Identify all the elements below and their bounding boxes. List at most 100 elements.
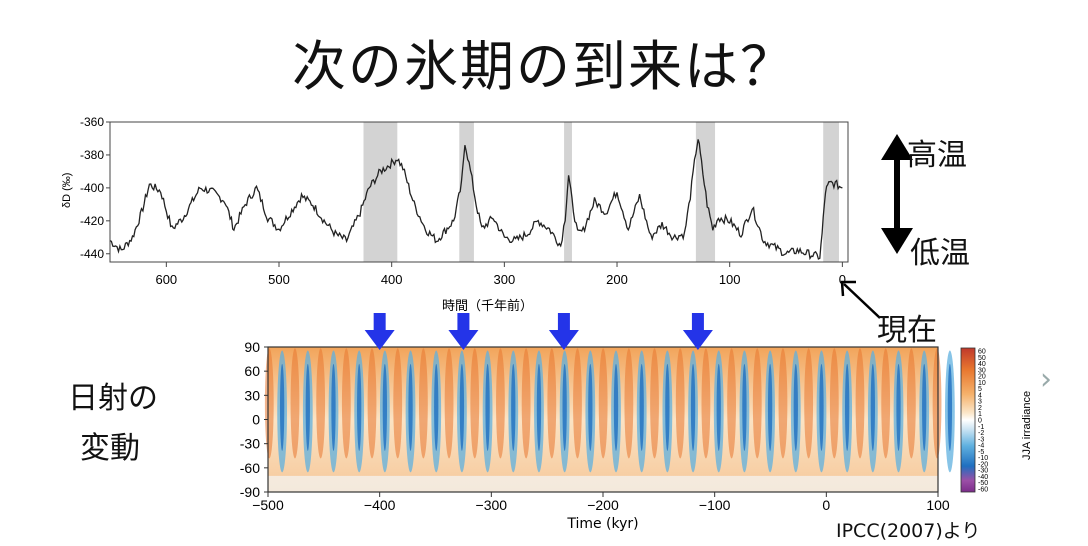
source-credit: IPCC(2007)より <box>836 520 981 542</box>
insolation-label-line2: 変動 <box>80 431 140 466</box>
x-tick-label: 300 <box>493 272 515 287</box>
negative-band-core <box>819 363 824 451</box>
positive-band <box>778 348 788 459</box>
blue-down-arrow-shaft <box>373 313 386 331</box>
colorbar-tick-label: 1 <box>978 411 982 418</box>
interglacial-band-2 <box>564 122 572 262</box>
negative-band-core <box>485 363 490 451</box>
colorbar-tick-label: -20 <box>978 461 988 468</box>
colorbar-tick-label: 4 <box>978 392 982 399</box>
negative-band-core <box>845 363 850 451</box>
positive-band <box>521 348 531 459</box>
interglacial-band-4 <box>823 122 839 262</box>
y-tick-label: -420 <box>80 214 104 228</box>
colorbar <box>960 347 976 493</box>
colorbar-tick-label: -2 <box>978 430 984 437</box>
colorbar-tick-label: -10 <box>978 455 988 462</box>
colorbar-tick-label: -1 <box>978 424 984 431</box>
positive-band <box>367 348 377 459</box>
positive-band <box>829 348 839 459</box>
colorbar-tick-label: 40 <box>978 361 986 368</box>
colorbar-tick-label: -30 <box>978 468 988 475</box>
colorbar-tick-label: 60 <box>978 349 986 356</box>
negative-band-core <box>767 363 773 451</box>
blue-down-arrow-head <box>448 330 479 350</box>
colorbar-tick-label: 0 <box>978 418 982 425</box>
delta-d-x-axis: 600 500 400 300 200 100 0 <box>155 262 846 287</box>
colorbar-tick-label: 3 <box>978 399 982 406</box>
blue-down-arrow-shaft <box>691 313 704 331</box>
positive-band <box>341 348 351 459</box>
positive-band <box>855 348 865 459</box>
negative-band-core <box>665 363 670 451</box>
positive-band <box>906 348 916 459</box>
colorbar-tick-label: -3 <box>978 436 984 443</box>
negative-band-core <box>459 363 465 451</box>
positive-band <box>547 348 557 459</box>
positive-band <box>418 348 428 459</box>
heatmap-arrows <box>364 313 713 350</box>
colorbar-tick-label: -5 <box>978 449 984 456</box>
x-tick-label: −100 <box>699 497 731 513</box>
negative-band-core <box>639 363 644 451</box>
negative-band-core <box>562 363 567 451</box>
x-tick-label: 0 <box>822 497 830 513</box>
heatmap-bands <box>264 348 955 492</box>
negative-band-core <box>588 363 593 451</box>
positive-band <box>804 348 814 459</box>
heatmap-x-axis-label: Time (kyr) <box>566 516 638 532</box>
x-tick-label: −300 <box>476 497 508 513</box>
blue-down-arrow-head <box>364 330 395 350</box>
x-tick-label: 500 <box>268 272 290 287</box>
positive-band <box>573 348 582 459</box>
positive-band <box>264 348 274 459</box>
negative-band-core <box>690 363 696 451</box>
x-tick-label: 100 <box>926 497 950 513</box>
colorbar-tick-label: -60 <box>978 486 988 493</box>
positive-band <box>393 348 403 459</box>
colorbar-tick-label: 10 <box>978 380 986 387</box>
negative-band-core <box>870 363 875 451</box>
interglacial-band-0 <box>363 122 398 262</box>
negative-band-core <box>613 363 619 451</box>
delta-d-x-axis-label: 時間（千年前） <box>442 298 533 314</box>
x-tick-label: −500 <box>252 497 284 513</box>
blue-down-arrow-shaft <box>457 313 470 331</box>
positive-band <box>932 348 942 459</box>
positive-band <box>624 348 634 459</box>
blue-down-arrow-head <box>682 330 713 350</box>
delta-d-series-line <box>109 139 843 261</box>
colorbar-tick-label: -50 <box>978 480 988 487</box>
positive-band <box>496 348 505 459</box>
colorbar-ticks: 605040302010543210-1-2-3-4-5-10-20-30-40… <box>978 349 988 494</box>
positive-band <box>701 348 711 459</box>
negative-band-core <box>331 363 336 451</box>
x-tick-label: 0 <box>839 272 846 287</box>
positive-band <box>675 348 685 459</box>
colorbar-tick-label: 20 <box>978 374 986 381</box>
negative-band-core <box>408 363 413 451</box>
negative-band-core <box>716 363 721 451</box>
y-tick-label: -360 <box>80 115 104 129</box>
y-tick-label: 90 <box>244 339 260 355</box>
y-tick-label: 30 <box>244 387 260 403</box>
next-slide-chevron-icon[interactable]: › <box>1040 362 1052 397</box>
colorbar-tick-label: 5 <box>978 386 982 393</box>
negative-band-core <box>536 363 542 451</box>
x-tick-label: 100 <box>719 272 741 287</box>
negative-band-core <box>742 363 747 451</box>
positive-band <box>316 348 326 459</box>
delta-d-chart: -360 -380 -400 -420 -440 600 500 400 300 200 100 0… <box>61 115 849 314</box>
warm-cold-arrow <box>881 134 913 254</box>
y-tick-label: -90 <box>240 484 260 500</box>
delta-d-y-axis-label: δD (‰) <box>61 173 73 208</box>
negative-band-core <box>357 363 362 451</box>
y-tick-label: 60 <box>244 363 260 379</box>
y-tick-label: -30 <box>240 436 260 452</box>
positive-band <box>650 348 659 459</box>
x-tick-label: 200 <box>606 272 628 287</box>
positive-band <box>470 348 480 459</box>
negative-band-core <box>305 363 310 451</box>
positive-band <box>290 348 300 459</box>
